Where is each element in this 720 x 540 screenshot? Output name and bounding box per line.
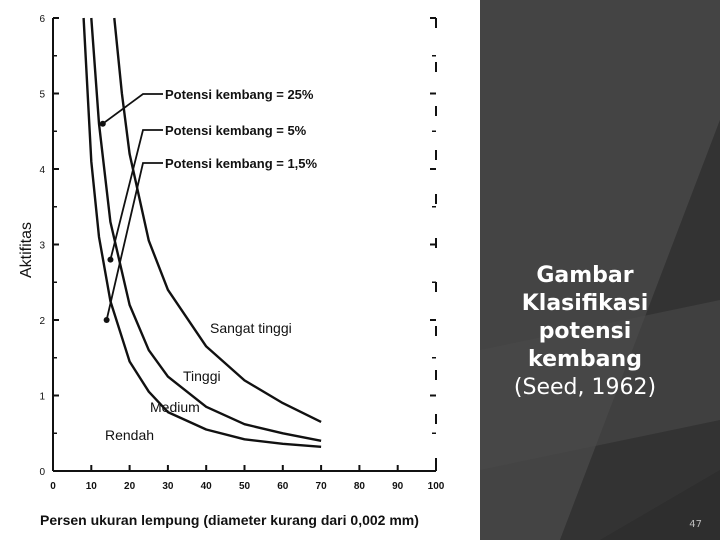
y-axis-label: Aktifitas — [18, 222, 35, 278]
series-line-1 — [82, 17, 322, 448]
region-label: Medium — [150, 399, 200, 415]
x-tick-label: 10 — [86, 481, 98, 492]
x-tick-label: 40 — [201, 481, 213, 492]
y-tick-label: 3 — [39, 241, 45, 252]
annotation-label: Potensi kembang = 25% — [165, 87, 314, 102]
x-tick-label: 90 — [392, 481, 404, 492]
chart-figure: 0 1 2 3 4 5 6 0 10 20 30 40 50 60 70 80 90 100 Potensi k… — [0, 0, 480, 540]
x-tick-marks: 0 10 20 30 40 50 60 70 80 90 100 — [50, 465, 445, 492]
y-tick-marks: 0 1 2 3 4 5 6 — [39, 14, 436, 478]
series-line-2 — [90, 17, 322, 442]
annotation-arrowhead — [103, 317, 110, 323]
x-axis-label: Persen ukuran lempung (diameter kurang d… — [40, 512, 419, 528]
x-tick-label: 20 — [124, 481, 136, 492]
x-tick-label: 70 — [316, 481, 328, 492]
annotation-arrowhead — [107, 256, 114, 263]
region-label: Rendah — [105, 427, 154, 443]
annotation-arrowhead — [99, 120, 106, 127]
annotation-leader — [105, 162, 163, 321]
annotation-leader — [102, 93, 163, 125]
x-tick-label: 50 — [239, 481, 251, 492]
x-tick-label: 30 — [162, 481, 174, 492]
y-tick-label: 5 — [39, 90, 45, 101]
region-label: Tinggi — [183, 368, 221, 384]
slide-number: 47 — [689, 519, 702, 530]
series-lines — [82, 17, 322, 448]
y-tick-label: 4 — [39, 165, 45, 176]
x-tick-label: 60 — [277, 481, 289, 492]
y-tick-label: 6 — [39, 14, 45, 25]
caption-source: (Seed, 1962) — [513, 375, 657, 400]
annotation-leaders — [99, 93, 163, 323]
annotation-label: Potensi kembang = 5% — [165, 123, 307, 138]
y-tick-label: 1 — [39, 392, 45, 403]
annotation-label: Potensi kembang = 1,5% — [165, 156, 318, 171]
series-line-3 — [113, 17, 322, 423]
y-tick-label: 0 — [39, 467, 45, 478]
y-tick-label: 2 — [39, 316, 45, 327]
annotation-leader — [109, 129, 163, 260]
annotation-labels: Potensi kembang = 25% Potensi kembang = 5… — [165, 87, 318, 171]
caption-title: Gambar Klasifikasi potensi kembang — [521, 263, 649, 372]
x-tick-label: 100 — [428, 481, 445, 492]
x-tick-label: 80 — [354, 481, 366, 492]
region-labels: Sangat tinggi Tinggi Medium Rendah — [105, 320, 292, 443]
slide-caption: Gambar Klasifikasi potensi kembang (Seed… — [500, 262, 670, 402]
x-tick-label: 0 — [50, 481, 56, 492]
region-label: Sangat tinggi — [210, 320, 292, 336]
chart: 0 1 2 3 4 5 6 0 10 20 30 40 50 60 70 80 90 100 Potensi k… — [18, 14, 445, 528]
